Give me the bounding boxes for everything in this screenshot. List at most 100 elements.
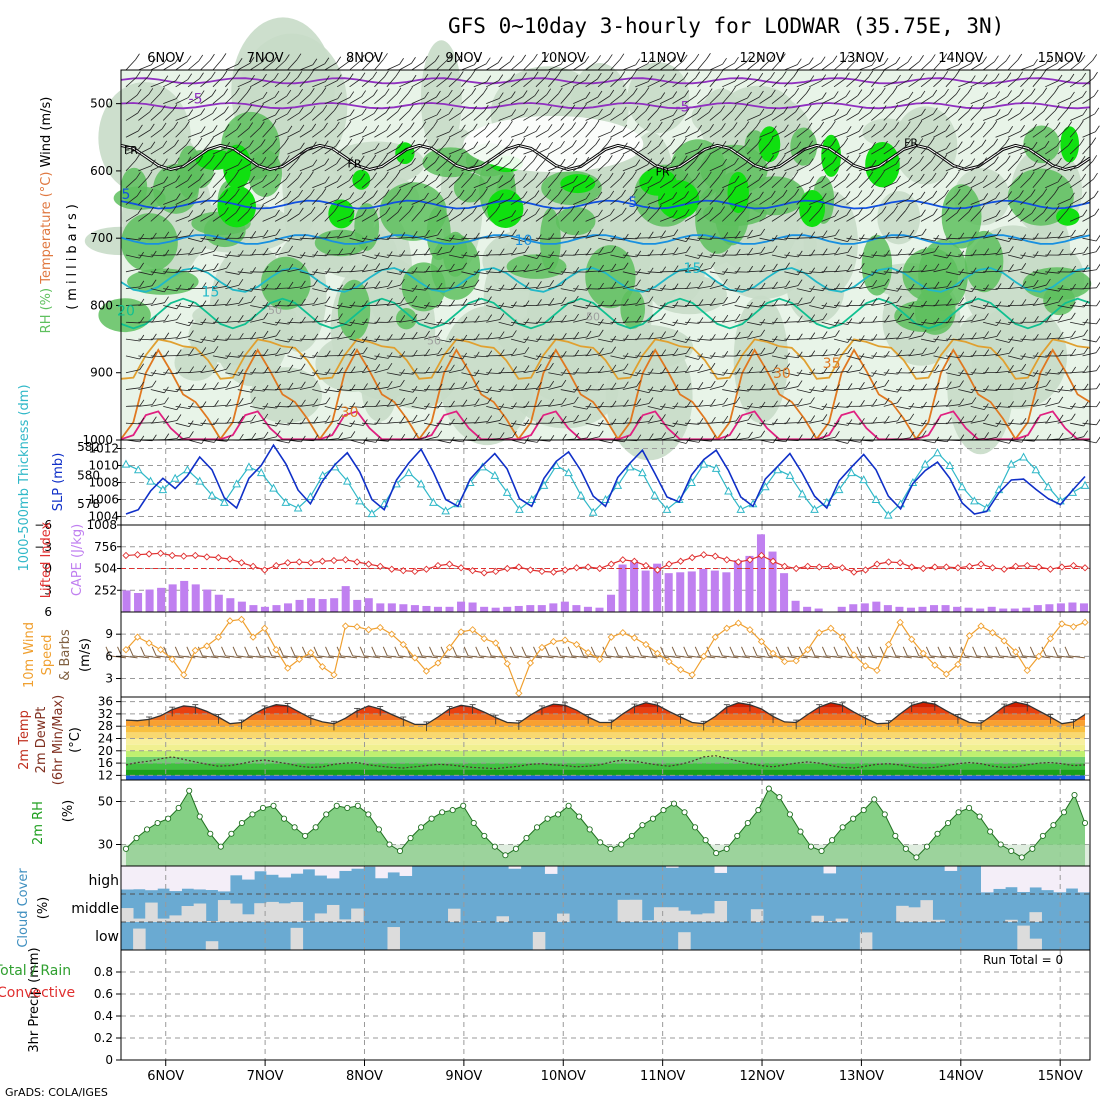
surface-wind-barb-flag — [972, 646, 978, 657]
wind-barb — [448, 338, 463, 342]
wind-barb — [610, 112, 623, 121]
wind-barb — [635, 93, 646, 104]
wind-barb-flag — [599, 419, 604, 427]
wind-barb — [225, 421, 240, 424]
wind-barb-flag — [745, 139, 750, 146]
lifted-index-point — [145, 550, 153, 558]
wind-barb-flag — [880, 188, 886, 195]
wind-barb-flag — [771, 208, 777, 215]
wind-barb — [324, 98, 338, 105]
wind-barb-flag — [238, 268, 244, 275]
wind-barb-flag — [375, 281, 381, 288]
wind-barb — [771, 422, 786, 425]
wind-barb-flag — [136, 71, 141, 78]
wind-barb — [995, 251, 1010, 256]
wind-barb-flag — [684, 209, 690, 216]
wind-barb — [498, 354, 513, 357]
lifted-index-point — [295, 558, 303, 566]
wind-barb — [635, 389, 650, 394]
wind-barb-flag — [275, 108, 280, 116]
wind-barb — [424, 252, 439, 256]
wind-barb-flag — [263, 265, 269, 273]
wind-barb-flag — [338, 385, 343, 392]
wind-barb-flag — [226, 352, 232, 359]
cloud-high-gap — [375, 866, 388, 879]
wind-barb — [771, 268, 786, 273]
wind-barb — [945, 64, 959, 71]
wind-barb — [361, 422, 376, 425]
wind-barb — [510, 179, 523, 189]
wind-barb-flag — [387, 262, 393, 269]
wind-barb-flag — [722, 57, 727, 65]
wind-barb — [846, 213, 859, 222]
wind-barb — [647, 62, 660, 71]
wind-barb-flag — [412, 349, 418, 357]
surface-wind-barb-flag — [244, 646, 250, 657]
rh-axis-label: RH (%) — [39, 288, 54, 333]
wind-barb-flag — [524, 365, 530, 372]
wind-barb-flag — [375, 364, 381, 371]
wind-barb-flag — [624, 233, 629, 241]
wind-barb — [461, 129, 474, 138]
wind-barb-flag — [946, 262, 952, 269]
wind-barb-flag — [198, 155, 204, 163]
dewpoint-axis-label: 2m DewPt — [34, 707, 49, 774]
wind-barb — [250, 419, 264, 424]
wind-barb — [722, 62, 735, 71]
wind-barb-flag — [201, 383, 207, 390]
wind-barb — [448, 94, 461, 104]
wind-barb — [746, 161, 759, 172]
surface-wind-barb — [1045, 655, 1062, 659]
wind-barb-flag — [363, 282, 368, 289]
wind-barb-flag — [822, 313, 828, 320]
wind-barb — [411, 109, 422, 121]
wind-barb-flag — [971, 433, 977, 440]
cloud-high-gap — [1029, 866, 1042, 888]
wind-barb — [958, 211, 969, 222]
rh2m-point — [639, 822, 646, 829]
wind-barb — [436, 405, 451, 408]
lifted-index-point — [214, 553, 223, 562]
wind-barb — [722, 145, 735, 155]
wind-barb — [1007, 387, 1022, 390]
surface-wind-barb-flag — [856, 646, 862, 657]
wind-speed-point — [411, 654, 419, 662]
wind-barb — [834, 251, 848, 256]
wind-barb-flag — [1066, 103, 1072, 111]
isotherm-line — [120, 199, 1091, 210]
wind-tick-label: 6 — [105, 649, 113, 663]
wind-barb-flag — [338, 284, 343, 292]
lifted-index-point — [873, 560, 881, 568]
wind-barb — [324, 372, 339, 375]
wind-barb — [299, 147, 313, 155]
wind-speed-point — [353, 623, 361, 631]
wind-barb — [1032, 403, 1047, 407]
wind-barb-flag — [561, 415, 567, 423]
wind-barb — [237, 236, 252, 239]
wind-barb — [498, 97, 512, 104]
wind-barb-flag — [160, 205, 166, 213]
wind-barb-flag — [1020, 142, 1026, 150]
wind-barb — [374, 404, 389, 407]
wind-barb — [510, 131, 525, 138]
wind-barb-flag — [557, 170, 562, 178]
wind-barb-flag — [820, 139, 825, 146]
wind-barb — [461, 76, 472, 88]
wind-barb — [684, 237, 699, 241]
wind-barb — [150, 403, 165, 407]
wind-barb-flag — [884, 397, 890, 405]
wind-barb — [933, 237, 948, 241]
wind-barb — [883, 402, 898, 407]
wind-barb — [995, 113, 1009, 121]
rh2m-point — [618, 841, 625, 848]
wind-barb-flag — [1080, 55, 1086, 62]
wind-barb — [1069, 78, 1082, 88]
wind-barb-flag — [1009, 264, 1014, 271]
wind-barb-flag — [549, 380, 555, 388]
wind-barb — [1082, 113, 1096, 121]
wind-barb — [237, 389, 252, 393]
wind-barb — [125, 130, 139, 138]
wind-barb-flag — [424, 413, 430, 421]
wind-barb-flag — [880, 69, 885, 77]
wind-barb — [138, 271, 153, 276]
